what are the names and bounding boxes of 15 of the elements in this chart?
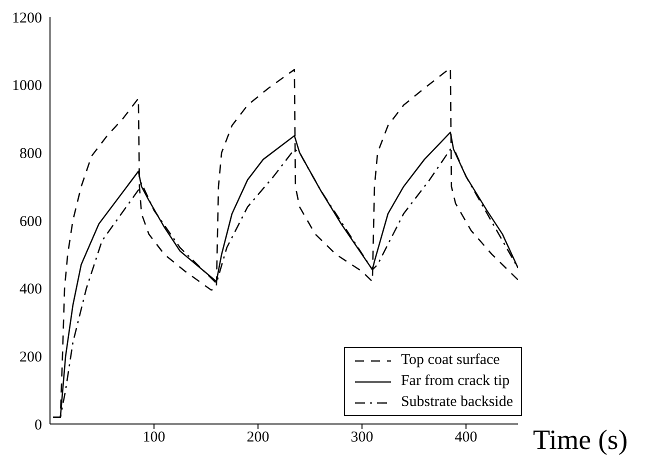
x-tick-label: 300 bbox=[350, 430, 374, 446]
x-tick-label: 400 bbox=[454, 430, 478, 446]
legend-label: Top coat surface bbox=[400, 351, 500, 370]
legend-label: Far from crack tip bbox=[400, 372, 510, 391]
x-tick-label: 200 bbox=[246, 430, 270, 446]
y-tick-label: 800 bbox=[20, 146, 42, 162]
y-tick-label: 1000 bbox=[12, 78, 42, 94]
y-tick-label: 600 bbox=[20, 214, 42, 230]
x-tick-label: 100 bbox=[142, 430, 166, 446]
y-tick-label: 400 bbox=[20, 282, 42, 298]
y-tick-label: 200 bbox=[20, 349, 42, 366]
y-tick-label: 1200 bbox=[12, 10, 42, 26]
legend-label: Substrate backside bbox=[400, 393, 513, 412]
x-axis-title: Time (s) bbox=[533, 424, 628, 458]
y-tick-label: 0 bbox=[34, 417, 42, 434]
